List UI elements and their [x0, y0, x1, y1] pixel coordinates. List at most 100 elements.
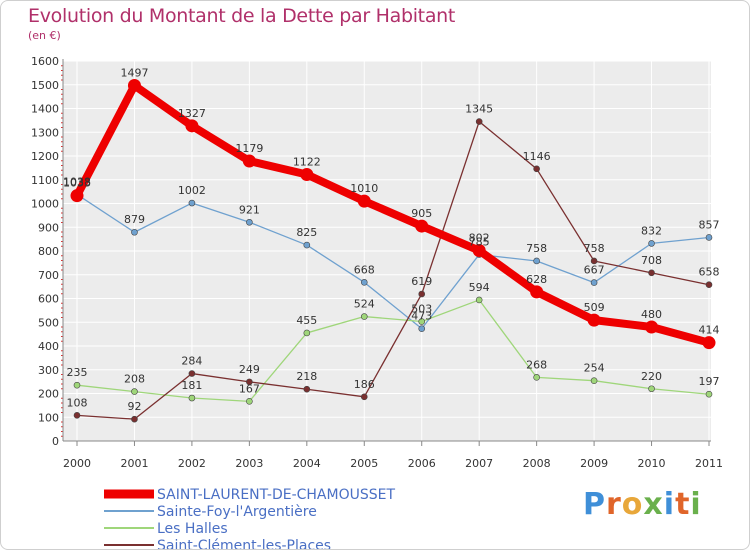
x-tick-label: 2001 — [120, 457, 148, 470]
data-label-1: 832 — [641, 224, 662, 237]
series-point-1 — [590, 279, 598, 286]
series-point-3 — [590, 257, 598, 265]
x-tick-label: 2009 — [580, 457, 608, 470]
data-label-3: 92 — [127, 400, 141, 413]
x-tick-label: 2008 — [523, 457, 551, 470]
chart-unit-label: (en €) — [28, 29, 61, 42]
series-point-2 — [533, 374, 540, 381]
data-label-1: 857 — [699, 218, 720, 231]
data-label-2: 220 — [641, 370, 662, 383]
series-point-3 — [705, 281, 713, 289]
y-tick-label: 600 — [38, 293, 59, 306]
y-tick-label: 1300 — [31, 126, 59, 139]
data-label-2: 268 — [526, 358, 547, 371]
data-label-2: 455 — [296, 314, 317, 327]
data-label-0: 1179 — [235, 142, 263, 155]
data-label-1: 1002 — [178, 184, 206, 197]
series-line-2 — [76, 299, 710, 402]
series-point-0 — [702, 336, 716, 350]
series-point-2 — [475, 296, 483, 304]
data-label-3: 249 — [239, 363, 260, 376]
logo-letter: r — [606, 487, 622, 522]
logo-letter: o — [621, 487, 644, 522]
series-point-1 — [418, 325, 426, 332]
logo-letter: t — [675, 487, 691, 522]
data-label-0: 628 — [526, 273, 547, 286]
data-label-0: 509 — [584, 301, 605, 314]
data-label-1: 758 — [526, 242, 547, 255]
y-tick-label: 1600 — [31, 55, 59, 68]
x-tick-label: 2002 — [178, 457, 206, 470]
series-point-2 — [360, 313, 368, 320]
series-point-1 — [705, 234, 713, 241]
series-point-0 — [185, 119, 199, 133]
series-point-2 — [590, 377, 598, 384]
series-point-2 — [705, 390, 713, 398]
data-label-0: 1327 — [178, 107, 206, 120]
data-label-3: 619 — [411, 275, 432, 288]
data-label-1: 921 — [239, 203, 260, 216]
x-tick-label: 2004 — [293, 457, 321, 470]
series-line-0 — [73, 81, 713, 347]
series-point-2 — [418, 318, 426, 325]
logo-letter: x — [643, 487, 664, 522]
data-label-0: 802 — [469, 232, 490, 245]
series-point-1 — [246, 218, 253, 226]
data-label-2: 524 — [354, 298, 375, 311]
y-tick-label: 1000 — [31, 198, 59, 211]
data-label-1: 667 — [584, 264, 605, 277]
x-tick-label: 2003 — [235, 457, 263, 470]
series-point-0 — [415, 219, 429, 233]
data-label-2: 254 — [584, 362, 605, 375]
series-point-3 — [131, 415, 138, 423]
series-point-0 — [357, 194, 371, 208]
data-label-0: 1010 — [350, 182, 378, 195]
series-point-0 — [645, 320, 659, 334]
legend-label-3: Saint-Clément-les-Places — [157, 538, 331, 550]
series-point-0 — [70, 189, 84, 203]
legend-label-2: Les Halles — [157, 521, 228, 537]
series-point-2 — [648, 385, 655, 393]
data-label-1: 879 — [124, 213, 145, 226]
data-label-0: 480 — [641, 308, 662, 321]
series-point-3 — [188, 370, 196, 377]
series-line-1 — [76, 193, 710, 330]
data-label-0: 1033 — [63, 177, 91, 190]
data-label-2: 503 — [411, 303, 432, 316]
data-label-3: 1345 — [465, 103, 493, 116]
legend-label-1: Sainte-Foy-l'Argentière — [157, 504, 317, 520]
series-point-3 — [648, 269, 655, 277]
data-label-3: 1146 — [523, 150, 551, 163]
series-point-1 — [533, 257, 540, 265]
data-label-1: 668 — [354, 263, 375, 276]
x-tick-label: 2006 — [408, 457, 436, 470]
y-tick-label: 200 — [38, 388, 59, 401]
series-point-3 — [475, 118, 483, 125]
data-label-3: 658 — [699, 266, 720, 279]
series-point-1 — [188, 199, 196, 207]
y-tick-label: 800 — [38, 245, 59, 258]
series-point-3 — [303, 385, 311, 393]
series-point-3 — [360, 393, 368, 401]
series-point-0 — [300, 168, 314, 182]
x-tick-label: 2000 — [63, 457, 91, 470]
data-label-0: 414 — [699, 324, 720, 337]
series-point-2 — [131, 388, 138, 395]
y-tick-label: 1500 — [31, 79, 59, 92]
x-tick-label: 2010 — [638, 457, 666, 470]
y-tick-label: 400 — [38, 340, 59, 353]
data-label-0: 1122 — [293, 156, 321, 169]
y-tick-label: 300 — [38, 364, 59, 377]
series-point-2 — [303, 329, 311, 337]
series-point-0 — [242, 154, 256, 168]
series-point-0 — [127, 78, 141, 92]
proxiti-logo: Proxiti — [583, 487, 702, 522]
data-label-2: 235 — [67, 366, 88, 379]
series-point-3 — [246, 378, 253, 386]
series-point-2 — [188, 394, 196, 402]
x-tick-label: 2011 — [695, 457, 723, 470]
y-tick-label: 1400 — [31, 103, 59, 116]
data-label-1: 785 — [469, 236, 490, 249]
